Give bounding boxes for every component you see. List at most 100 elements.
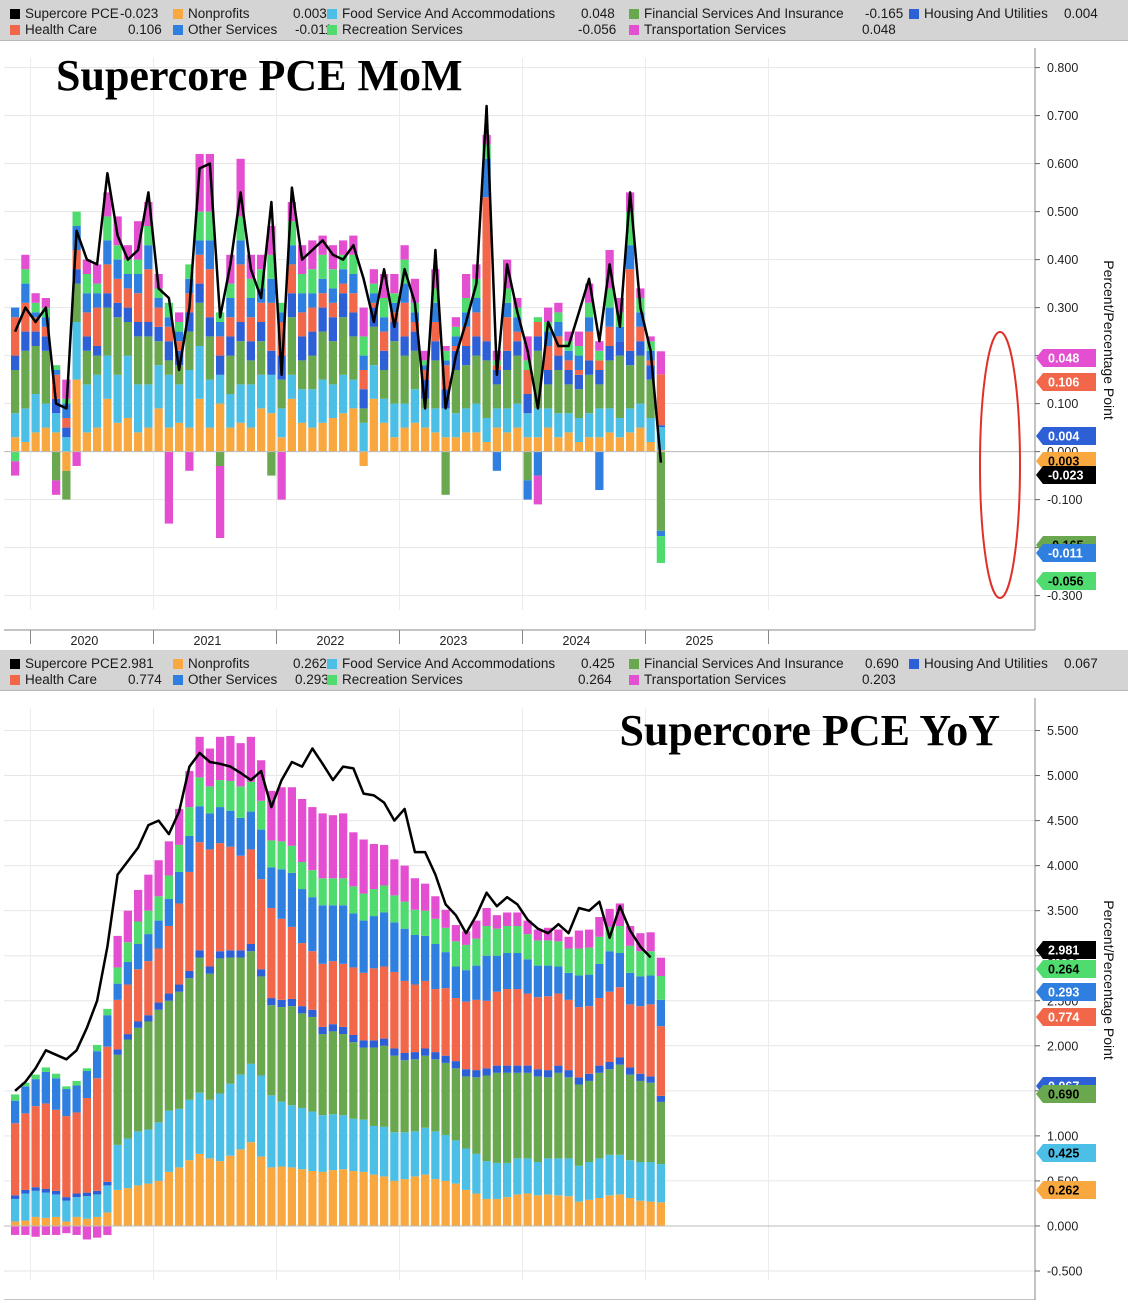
bar-other-services: [431, 302, 440, 322]
bar-food-service-and-accommodations: [462, 408, 471, 433]
last-value-tag: 0.425: [1036, 1144, 1096, 1162]
bar-financial-services-and-insurance: [462, 365, 471, 409]
bar-recreation-services: [257, 269, 266, 289]
bar-nonprofits: [93, 1216, 102, 1226]
bar-health-care: [195, 254, 204, 284]
highlight-ellipse: [979, 331, 1021, 599]
bar-health-care: [585, 1006, 594, 1074]
legend-value: -0.011: [295, 22, 333, 37]
last-value-tag: -0.023: [1036, 466, 1096, 484]
bar-financial-services-and-insurance: [554, 1072, 563, 1159]
bar-health-care: [103, 1046, 112, 1182]
bar-housing-and-utilities: [164, 993, 173, 1001]
bar-nonprofits: [318, 422, 327, 452]
bar-health-care: [431, 322, 440, 342]
bar-recreation-services: [308, 870, 317, 898]
bar-nonprofits: [441, 1180, 450, 1226]
bar-other-services: [369, 916, 378, 969]
bar-health-care: [656, 1026, 665, 1096]
bar-nonprofits: [216, 403, 225, 452]
bar-health-care: [205, 849, 214, 967]
bar-other-services: [62, 1089, 71, 1117]
bar-recreation-services: [369, 283, 378, 294]
bar-nonprofits: [277, 1166, 286, 1226]
bar-other-services: [318, 278, 327, 294]
legend-value: 0.425: [581, 656, 615, 671]
bar-recreation-services: [339, 254, 348, 270]
bar-food-service-and-accommodations: [287, 1105, 296, 1168]
bar-food-service-and-accommodations: [533, 408, 542, 438]
bar-transportation-services: [31, 1225, 40, 1237]
bar-transportation-services: [134, 221, 143, 260]
bar-other-services: [646, 975, 655, 1005]
bar-other-services: [626, 972, 635, 1005]
bar-nonprofits: [11, 437, 20, 452]
bar-transportation-services: [205, 748, 214, 787]
bar-transportation-services: [585, 929, 594, 948]
bar-financial-services-and-insurance: [513, 355, 522, 404]
bar-other-services: [287, 872, 296, 927]
bar-housing-and-utilities: [503, 1065, 512, 1073]
bar-food-service-and-accommodations: [503, 408, 512, 433]
bar-health-care: [523, 370, 532, 394]
bar-health-care: [646, 1004, 655, 1077]
bar-housing-and-utilities: [72, 1193, 81, 1198]
bar-transportation-services: [462, 931, 471, 945]
bar-transportation-services: [390, 274, 399, 294]
bar-health-care: [21, 1113, 30, 1190]
bar-financial-services-and-insurance: [462, 1076, 471, 1149]
bar-health-care: [513, 989, 522, 1066]
bar-nonprofits: [431, 1179, 440, 1226]
legend-value: 2.981: [120, 656, 154, 671]
bar-health-care: [154, 948, 163, 1003]
bar-transportation-services: [123, 910, 132, 943]
bar-housing-and-utilities: [246, 944, 255, 952]
bar-recreation-services: [595, 350, 604, 361]
bar-recreation-services: [626, 945, 635, 973]
bar-transportation-services: [216, 736, 225, 781]
legend-swatch: [327, 659, 337, 669]
bar-transportation-services: [144, 202, 153, 226]
bar-other-services: [523, 480, 532, 500]
bar-other-services: [205, 240, 214, 270]
bar-transportation-services: [646, 336, 655, 342]
bar-nonprofits: [595, 1198, 604, 1226]
bar-recreation-services: [298, 274, 307, 294]
bar-recreation-services: [236, 786, 245, 818]
bar-recreation-services: [185, 264, 194, 279]
bar-other-services: [216, 322, 225, 337]
bar-health-care: [574, 370, 583, 375]
bar-health-care: [359, 370, 368, 390]
bar-financial-services-and-insurance: [359, 1047, 368, 1120]
bar-transportation-services: [82, 1225, 91, 1240]
legend-value: -0.165: [865, 6, 904, 21]
bar-recreation-services: [195, 211, 204, 241]
last-value-tag: 0.048: [1036, 349, 1096, 367]
bar-health-care: [462, 326, 471, 346]
bar-nonprofits: [52, 1216, 61, 1226]
bar-food-service-and-accommodations: [462, 1148, 471, 1190]
bar-food-service-and-accommodations: [134, 384, 143, 433]
y-tick-label: 0.400: [1047, 253, 1078, 267]
bar-other-services: [308, 293, 317, 308]
bar-nonprofits: [41, 1217, 50, 1226]
bar-food-service-and-accommodations: [533, 1161, 542, 1196]
bar-financial-services-and-insurance: [144, 1021, 153, 1130]
y-tick-label: 0.700: [1047, 109, 1078, 123]
bar-other-services: [533, 451, 542, 476]
bar-transportation-services: [431, 269, 440, 289]
bar-other-services: [339, 905, 348, 964]
bar-recreation-services: [554, 312, 563, 322]
bar-nonprofits: [605, 1195, 614, 1226]
bar-housing-and-utilities: [410, 1052, 419, 1060]
bar-nonprofits: [451, 437, 460, 452]
bar-recreation-services: [246, 781, 255, 812]
bar-other-services: [564, 350, 573, 361]
bar-food-service-and-accommodations: [41, 1192, 50, 1218]
bar-recreation-services: [349, 254, 358, 274]
bar-food-service-and-accommodations: [544, 408, 553, 428]
bar-housing-and-utilities: [564, 370, 573, 385]
bar-other-services: [328, 905, 337, 962]
bar-financial-services-and-insurance: [585, 1080, 594, 1162]
bar-financial-services-and-insurance: [257, 341, 266, 375]
